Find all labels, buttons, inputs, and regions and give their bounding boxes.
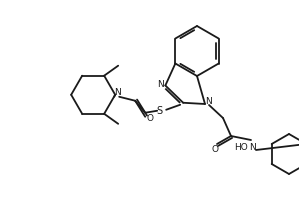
Text: N: N (206, 98, 212, 106)
Text: S: S (156, 106, 162, 116)
Text: N: N (114, 88, 120, 97)
Text: O: O (147, 114, 154, 123)
Text: O: O (211, 144, 219, 153)
Text: N: N (157, 80, 164, 89)
Text: HO: HO (234, 143, 248, 152)
Text: N: N (250, 143, 256, 152)
